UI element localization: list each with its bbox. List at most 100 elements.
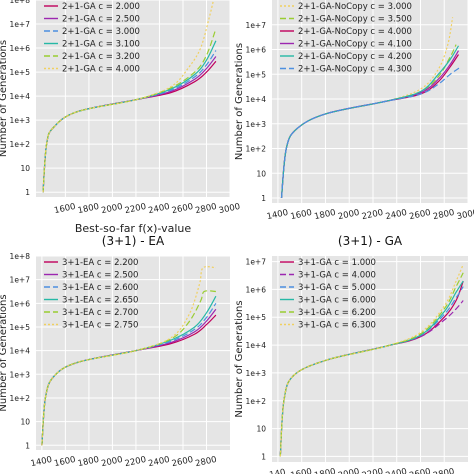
y-tick-label: 1e+5 [10, 68, 31, 77]
legend-entry: 3+1-GA c = 6.200 [298, 308, 376, 318]
y-tick-label: 1e+5 [10, 323, 31, 332]
chart-title: (3+1) - GA [338, 234, 403, 248]
x-tick-label: 1600 [290, 208, 313, 222]
x-tick-label: 2200 [361, 208, 384, 222]
legend-entry: 3+1-EA c = 2.500 [62, 271, 138, 281]
x-tick-label: 2400 [385, 208, 408, 222]
series-group [279, 264, 464, 457]
y-tick-label: 1e+4 [10, 347, 31, 356]
legend-entry: 3+1-EA c = 2.750 [62, 321, 138, 331]
x-tick-label: 1400 [30, 455, 53, 469]
y-tick-label: 1e+5 [246, 313, 267, 322]
x-tick-label: 1600 [290, 467, 313, 474]
x-tick-label: 1600 [53, 455, 76, 469]
y-tick-label: 1e+8 [10, 0, 31, 5]
chart-title: (3+1) - EA [102, 234, 165, 248]
legend-entry: 3+1-EA c = 2.600 [62, 283, 138, 293]
legend-entry: 2+1-GA c = 3.000 [62, 27, 140, 37]
chart-panel-2: 1400 1600 1800 2000 2200 2400 2600 2800 3000 1 10 1… [234, 0, 474, 222]
x-tick-label: 1600 [53, 202, 76, 216]
legend-entry: 3+1-GA c = 6.000 [298, 296, 376, 306]
chart-panel-3: 1400 1600 1800 2000 2200 2400 2600 2800 1 10 1e+2 1… [0, 234, 230, 469]
x-axis-label: Best-so-far f(x)-value [75, 222, 192, 235]
legend-entry: 2+1-GA-NoCopy c = 3.000 [298, 2, 412, 12]
y-tick-label: 1e+6 [10, 44, 31, 53]
y-tick-label: 1e+4 [246, 95, 267, 104]
y-tick-label: 1e+3 [246, 120, 267, 129]
x-tick-label: 1400 [266, 208, 289, 222]
x-tick-label: 2400 [385, 467, 408, 474]
legend-entry: 2+1-GA c = 3.200 [62, 52, 140, 62]
legend-entry: 2+1-GA-NoCopy c = 4.100 [298, 40, 412, 50]
series-line-6 [41, 266, 216, 446]
y-tick-label: 1e+2 [10, 394, 31, 403]
legend-entry: 2+1-GA-NoCopy c = 3.500 [298, 15, 412, 25]
y-tick-label: 1 [25, 188, 30, 197]
legend-entry: 3+1-GA c = 6.300 [298, 321, 376, 331]
x-tick-label: 2400 [147, 455, 170, 469]
series-group [280, 17, 462, 199]
x-tick-label: 2200 [124, 202, 147, 216]
x-tick-label: 2800 [194, 202, 217, 216]
x-tick-label: 3000 [218, 202, 241, 216]
y-axis-label: Number of Generations [0, 294, 9, 411]
y-tick-label: 1e+4 [10, 92, 31, 101]
legend-entry: 2+1-GA c = 3.100 [62, 40, 140, 50]
x-tick-label: 2600 [171, 455, 194, 469]
x-tick-label: 2800 [194, 455, 217, 469]
x-tick-label: 2800 [432, 467, 455, 474]
x-tick-label: 2000 [337, 467, 360, 474]
legend-entry: 3+1-EA c = 2.200 [62, 258, 138, 268]
y-tick-label: 1e+8 [10, 252, 31, 261]
y-tick-label: 1 [25, 441, 30, 450]
legend-entry: 3+1-EA c = 2.650 [62, 296, 138, 306]
y-tick-label: 1e+2 [10, 140, 31, 149]
x-tick-label: 140 [269, 467, 287, 474]
chart-panel-1: 1600 1800 2000 2200 2400 2600 2800 3000 1 10 1e+2 1… [0, 0, 241, 235]
y-tick-label: 10 [256, 169, 266, 178]
plot-background [272, 256, 468, 462]
y-tick-label: 1e+6 [246, 285, 267, 294]
y-tick-label: 1e+7 [10, 20, 31, 29]
y-tick-label: 1e+3 [10, 116, 31, 125]
x-tick-label: 2600 [171, 202, 194, 216]
x-tick-label: 2000 [100, 202, 123, 216]
series-line-6 [279, 264, 464, 457]
y-tick-label: 1e+7 [10, 276, 31, 285]
y-tick-label: 1e+5 [246, 70, 267, 79]
legend-entry: 3+1-GA c = 4.000 [298, 271, 376, 281]
legend-entry: 2+1-GA c = 2.000 [62, 2, 140, 12]
x-tick-label: 1800 [77, 455, 100, 469]
legend-entry: 2+1-GA c = 4.000 [62, 65, 140, 75]
x-tick-label: 2200 [361, 467, 384, 474]
series-group [41, 266, 217, 446]
y-tick-label: 1 [261, 452, 266, 461]
series-line-5 [42, 28, 217, 193]
x-tick-label: 2400 [147, 202, 170, 216]
y-tick-label: 1e+7 [246, 258, 267, 267]
x-tick-label: 2000 [337, 208, 360, 222]
y-axis-label: Number of Generations [234, 300, 245, 417]
y-tick-label: 1e+3 [10, 370, 31, 379]
x-tick-label: 2600 [408, 467, 431, 474]
x-tick-label: 2800 [432, 208, 455, 222]
y-tick-label: 1e+2 [246, 145, 267, 154]
legend-entry: 3+1-EA c = 2.700 [62, 308, 138, 318]
y-tick-label: 10 [20, 418, 30, 427]
x-tick-label: 1800 [77, 202, 100, 216]
legend-entry: 2+1-GA c = 2.500 [62, 15, 140, 25]
legend-entry: 2+1-GA-NoCopy c = 4.300 [298, 65, 412, 75]
y-axis-label: Number of Generations [234, 43, 245, 160]
legend-entry: 3+1-GA c = 1.000 [298, 258, 376, 268]
y-tick-label: 1e+3 [246, 369, 267, 378]
x-tick-label: 2000 [100, 455, 123, 469]
chart-panel-4: 1401600180020002200240026002800 1 10 1e+2 1e… [234, 234, 468, 474]
y-tick-label: 10 [256, 425, 266, 434]
plot-background [272, 0, 468, 203]
legend-entry: 2+1-GA-NoCopy c = 4.000 [298, 27, 412, 37]
x-tick-label: 3000 [456, 208, 474, 222]
y-tick-label: 1e+6 [246, 46, 267, 55]
y-axis-label: Number of Generations [0, 40, 9, 157]
y-tick-label: 1e+6 [10, 299, 31, 308]
